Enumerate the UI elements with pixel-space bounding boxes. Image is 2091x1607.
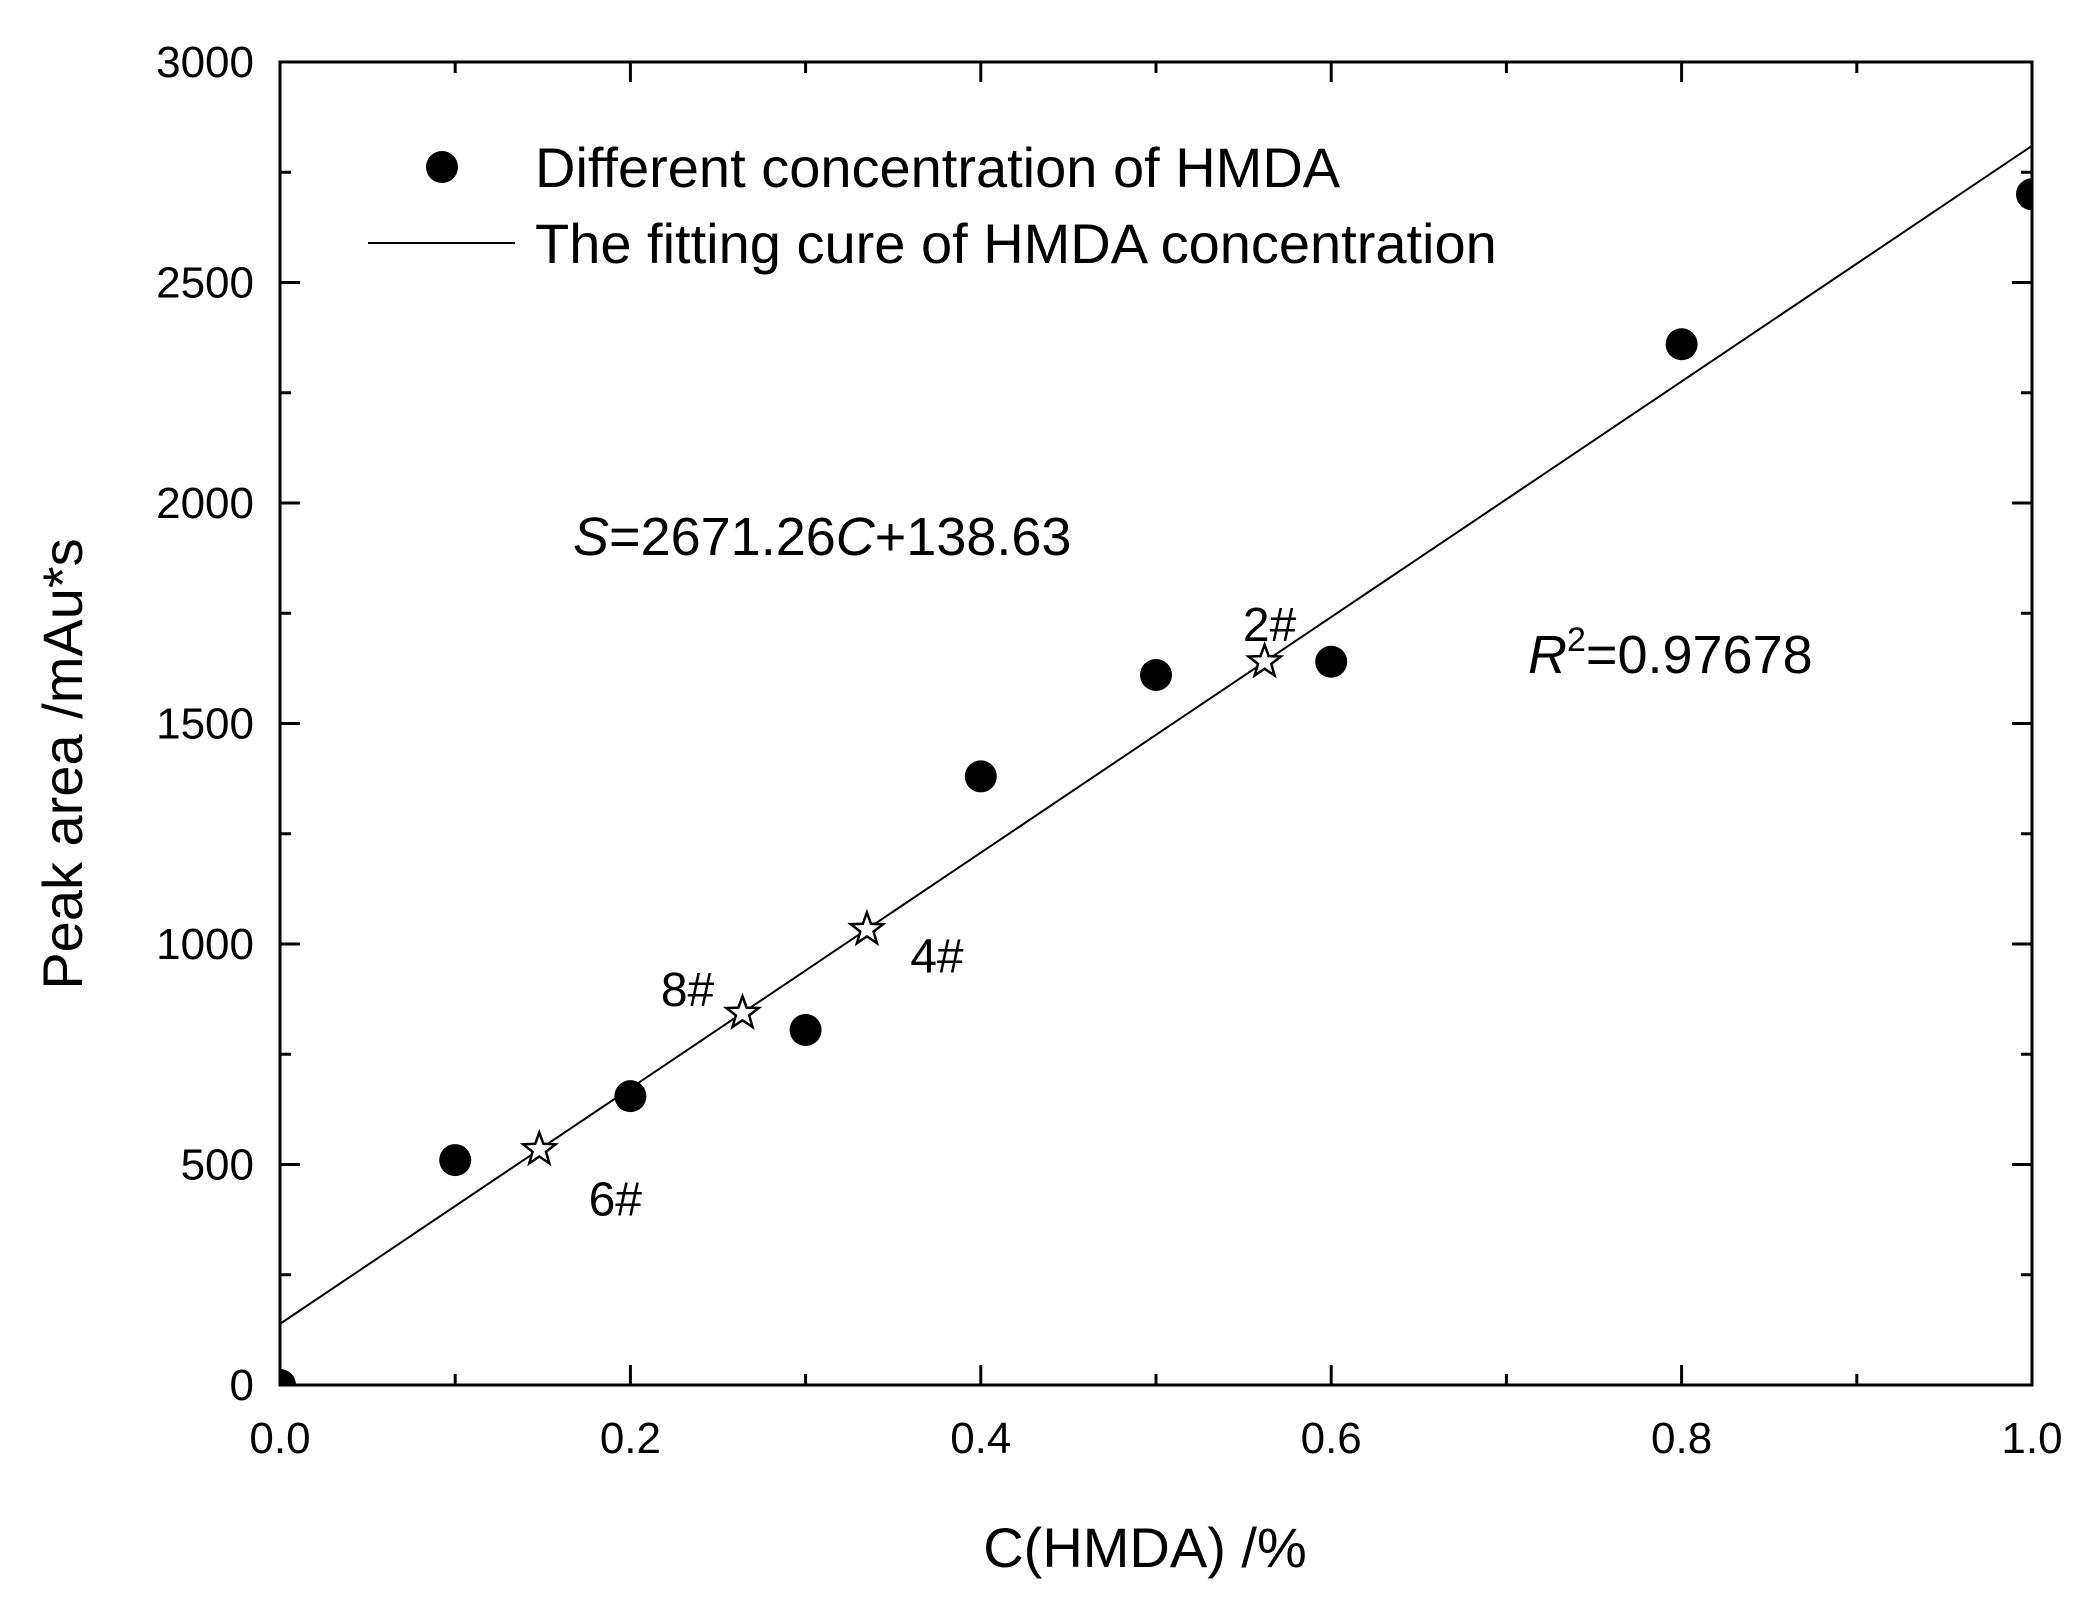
- x-tick-label: 1.0: [2001, 1414, 2062, 1463]
- sample-star-label: 8#: [661, 964, 715, 1017]
- y-tick-label: 1500: [156, 700, 254, 749]
- axes: 0.0 0.2 0.4 0.6 0.8 1.0 0 500 1000 1500 2000 2500 30…: [156, 38, 2062, 1463]
- r-squared: R2=0.97678: [1528, 621, 1813, 685]
- x-tick-label: 0.0: [249, 1414, 310, 1463]
- sample-star-label: 6#: [589, 1174, 643, 1227]
- legend-label-points: Different concentration of HMDA: [535, 136, 1341, 199]
- y-tick-label: 2500: [156, 259, 254, 308]
- data-point: [280, 1369, 296, 1385]
- y-tick-label: 2000: [156, 479, 254, 528]
- data-point: [964, 760, 997, 793]
- data-point: [1315, 645, 1348, 678]
- fit-line: [279, 145, 2033, 1325]
- y-tick-label: 0: [230, 1361, 254, 1410]
- legend: Different concentration of HMDA The fitt…: [368, 136, 1497, 275]
- sample-star: [1245, 641, 1285, 679]
- data-point: [1140, 658, 1172, 691]
- x-tick-label: 0.8: [1651, 1414, 1712, 1463]
- data-point: [614, 1080, 647, 1113]
- sample-star-label: 4#: [910, 930, 964, 983]
- x-tick-label: 0.4: [950, 1414, 1011, 1463]
- legend-circle-marker: [426, 151, 458, 183]
- fit-line-layer: [279, 145, 2033, 1325]
- data-point: [1665, 328, 1698, 361]
- data-point: [439, 1144, 472, 1177]
- x-tick-label: 0.6: [1301, 1414, 1362, 1463]
- data-point: [789, 1013, 822, 1046]
- legend-label-fit: The fitting cure of HMDA concentration: [535, 212, 1497, 275]
- y-tick-label: 1000: [156, 920, 254, 969]
- y-axis-title: Peak area /mAu*s: [31, 538, 94, 989]
- sample-star: [722, 992, 763, 1030]
- sample-star-label: 2#: [1243, 599, 1297, 652]
- x-tick-label: 0.2: [600, 1414, 661, 1463]
- x-axis-title: C(HMDA) /%: [983, 1516, 1307, 1579]
- fit-equation: S=2671.26C+138.63: [573, 507, 1071, 567]
- y-tick-label: 500: [181, 1141, 254, 1190]
- data-point: [2016, 178, 2032, 211]
- y-tick-label: 3000: [156, 38, 254, 87]
- sample-star: [847, 908, 887, 947]
- points-layer: [280, 178, 2032, 1385]
- sample-stars-layer: 6# 8# 4# 2#: [519, 599, 1297, 1227]
- sample-star: [519, 1128, 559, 1167]
